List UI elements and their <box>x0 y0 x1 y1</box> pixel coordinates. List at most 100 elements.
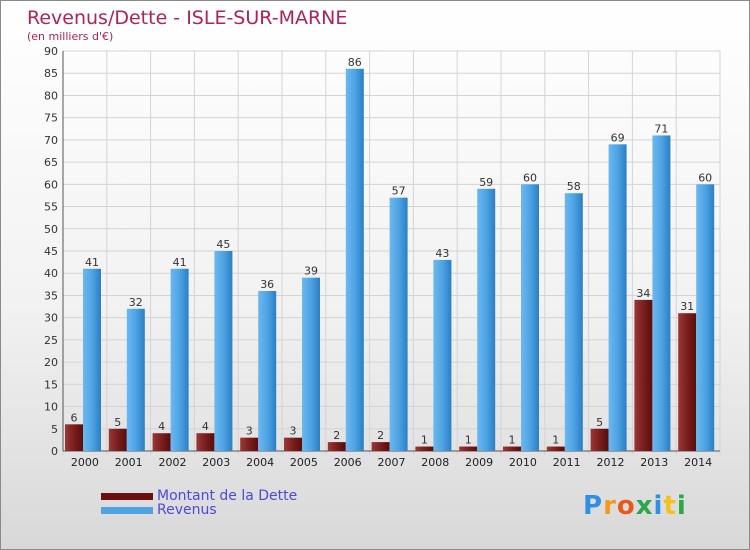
data-label-revenus: 41 <box>85 256 99 269</box>
bar-revenus-2014 <box>696 184 715 452</box>
y-tick-label: 25 <box>44 334 58 347</box>
bar-dette-2010 <box>503 446 521 451</box>
data-label-dette: 2 <box>377 429 384 442</box>
x-tick-label: 2006 <box>334 456 362 469</box>
bar-dette-2006 <box>327 442 346 451</box>
logo-letter: r <box>603 491 617 521</box>
y-tick-label: 10 <box>44 401 58 414</box>
data-label-dette: 1 <box>465 434 472 447</box>
logo-letter: o <box>616 491 636 521</box>
bar-dette-2013 <box>634 299 653 451</box>
y-tick-label: 75 <box>44 112 58 125</box>
x-tick-label: 2001 <box>115 456 143 469</box>
bar-revenus-2010 <box>521 184 539 452</box>
bar-dette-2014 <box>678 313 697 451</box>
bar-dette-2011 <box>546 446 565 451</box>
data-label-dette: 3 <box>290 425 297 438</box>
data-label-revenus: 39 <box>304 265 318 278</box>
bar-revenus-2005 <box>302 277 320 451</box>
y-tick-label: 80 <box>44 89 58 102</box>
data-label-revenus: 58 <box>567 180 581 193</box>
x-tick-label: 2000 <box>71 456 99 469</box>
bar-revenus-2000 <box>83 268 101 451</box>
bar-dette-2012 <box>590 428 609 451</box>
y-tick-label: 65 <box>44 156 58 169</box>
y-tick-label: 30 <box>44 312 58 325</box>
bar-revenus-2006 <box>345 68 364 452</box>
y-tick-label: 90 <box>44 45 58 58</box>
bar-revenus-2008 <box>433 259 452 451</box>
x-tick-label: 2005 <box>290 456 318 469</box>
chart-subtitle: (en milliers d'€) <box>27 30 114 43</box>
bar-dette-2003 <box>196 433 215 451</box>
x-tick-label: 2010 <box>509 456 537 469</box>
bar-dette-2009 <box>459 446 478 451</box>
data-label-revenus: 60 <box>523 171 537 184</box>
data-label-dette: 5 <box>596 416 603 429</box>
x-tick-label: 2002 <box>159 456 187 469</box>
data-label-revenus: 43 <box>435 247 449 260</box>
data-label-dette: 1 <box>421 434 428 447</box>
data-label-revenus: 45 <box>216 238 230 251</box>
legend-swatch-dette <box>101 492 153 500</box>
y-tick-label: 35 <box>44 289 58 302</box>
logo-letter: x <box>635 491 654 521</box>
data-label-revenus: 71 <box>654 122 668 135</box>
logo-letter: i <box>676 491 687 521</box>
bar-dette-2004 <box>240 437 259 451</box>
chart-title: Revenus/Dette - ISLE-SUR-MARNE <box>27 7 348 29</box>
y-tick-label: 55 <box>44 201 58 214</box>
y-tick-label: 50 <box>44 223 58 236</box>
data-label-dette: 1 <box>509 434 516 447</box>
x-tick-label: 2011 <box>553 456 581 469</box>
bar-dette-2002 <box>152 433 171 451</box>
y-tick-label: 5 <box>51 423 58 436</box>
legend-label-dette: Montant de la Dette <box>157 488 298 504</box>
y-tick-label: 20 <box>44 356 58 369</box>
legend-item-dette: Montant de la Dette <box>101 488 297 504</box>
data-label-revenus: 41 <box>173 256 187 269</box>
proxiti-logo: Proxiti <box>583 491 687 521</box>
bar-revenus-2003 <box>214 251 233 451</box>
bar-revenus-2001 <box>126 308 145 451</box>
bar-dette-2001 <box>108 428 127 451</box>
x-tick-label: 2014 <box>684 456 712 469</box>
bar-dette-2007 <box>371 442 390 451</box>
bar-revenus-2009 <box>477 188 496 451</box>
x-tick-label: 2007 <box>378 456 406 469</box>
logo-letter: P <box>583 491 604 521</box>
labels: 0510152025303540455055606570758085906412… <box>44 45 712 469</box>
bar-revenus-2013 <box>652 135 671 451</box>
bar-dette-2000 <box>65 424 83 451</box>
x-tick-label: 2009 <box>465 456 493 469</box>
bar-dette-2008 <box>415 446 434 451</box>
bars <box>65 68 715 452</box>
data-label-revenus: 86 <box>348 56 362 69</box>
data-label-dette: 4 <box>158 420 165 433</box>
bar-revenus-2011 <box>564 193 583 451</box>
data-label-revenus: 59 <box>479 176 493 189</box>
logo-letter: i <box>653 491 664 521</box>
x-tick-label: 2003 <box>202 456 230 469</box>
data-label-dette: 6 <box>71 411 78 424</box>
bar-revenus-2012 <box>608 144 627 452</box>
data-label-dette: 5 <box>114 416 121 429</box>
data-label-dette: 1 <box>552 434 559 447</box>
logo-letter: t <box>663 491 677 521</box>
x-tick-label: 2012 <box>597 456 625 469</box>
bar-revenus-2007 <box>389 197 408 451</box>
bar-dette-2005 <box>284 437 302 451</box>
y-tick-label: 0 <box>51 445 58 458</box>
legend-label-revenus: Revenus <box>157 502 217 518</box>
data-label-revenus: 60 <box>698 171 712 184</box>
y-tick-label: 60 <box>44 178 58 191</box>
legend-item-revenus: Revenus <box>101 502 217 518</box>
data-label-dette: 34 <box>636 287 650 300</box>
y-tick-label: 40 <box>44 267 58 280</box>
x-tick-label: 2008 <box>421 456 449 469</box>
bar-revenus-2004 <box>258 291 277 451</box>
y-tick-label: 45 <box>44 245 58 258</box>
data-label-dette: 4 <box>202 420 209 433</box>
